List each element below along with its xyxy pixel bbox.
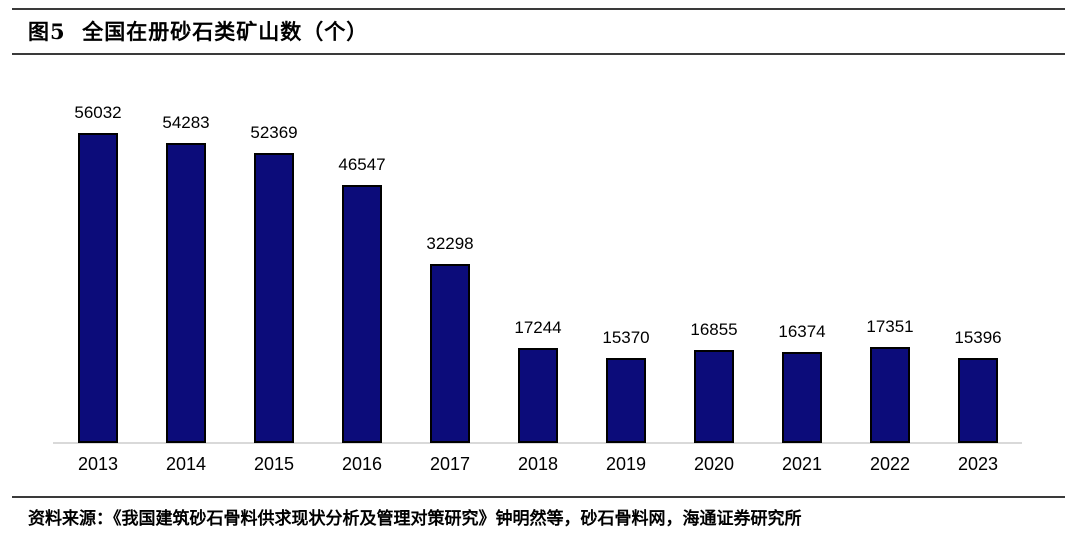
- bar-2019: [606, 358, 646, 443]
- bar-2015: [254, 153, 294, 443]
- x-axis-tick-label-2019: 2019: [605, 454, 647, 474]
- x-axis-tick-label-2018: 2018: [517, 454, 559, 474]
- bar-2023: [958, 358, 998, 443]
- bar-2022: [870, 347, 910, 443]
- bar-2016: [342, 185, 382, 443]
- bar-2013: [78, 133, 118, 443]
- bar-value-label-2018: 17244: [514, 318, 562, 337]
- x-axis-tick-label-2017: 2017: [429, 454, 471, 474]
- bar-2018: [518, 348, 558, 443]
- bottom-rule: [12, 496, 1065, 498]
- x-axis-tick-label-2023: 2023: [957, 454, 999, 474]
- bar-value-label-2022: 17351: [866, 317, 914, 336]
- bar-2017: [430, 264, 470, 443]
- bar-value-label-2023: 15396: [954, 328, 1002, 347]
- x-axis-tick-label-2013: 2013: [77, 454, 119, 474]
- bar-value-label-2016: 46547: [338, 155, 386, 174]
- bar-value-label-2013: 56032: [74, 103, 122, 122]
- source-attribution: 资料来源：《我国建筑砂石骨料供求现状分析及管理对策研究》钟明然等，砂石骨料网，海…: [28, 509, 802, 529]
- bar-value-label-2014: 54283: [162, 113, 210, 132]
- top-rule: [12, 8, 1065, 10]
- bar-value-label-2019: 15370: [602, 328, 650, 347]
- bar-value-label-2015: 52369: [250, 123, 298, 142]
- bar-2014: [166, 143, 206, 443]
- bar-2021: [782, 352, 822, 443]
- title-underline-rule: [12, 53, 1065, 55]
- x-axis-tick-label-2022: 2022: [869, 454, 911, 474]
- x-axis-tick-label-2015: 2015: [253, 454, 295, 474]
- x-axis-line: [53, 442, 1022, 444]
- bar-value-label-2017: 32298: [426, 234, 474, 253]
- x-axis-tick-label-2021: 2021: [781, 454, 823, 474]
- x-axis-tick-label-2014: 2014: [165, 454, 207, 474]
- bar-2020: [694, 350, 734, 443]
- bar-value-label-2020: 16855: [690, 320, 738, 339]
- bar-chart: 56032 2013 54283 2014 52369 2015 46547 2016 3229…: [0, 60, 1080, 490]
- x-axis-tick-label-2020: 2020: [693, 454, 735, 474]
- x-axis-tick-label-2016: 2016: [341, 454, 383, 474]
- figure-title: 图5 全国在册砂石类矿山数（个）: [28, 19, 369, 44]
- bar-value-label-2021: 16374: [778, 322, 826, 341]
